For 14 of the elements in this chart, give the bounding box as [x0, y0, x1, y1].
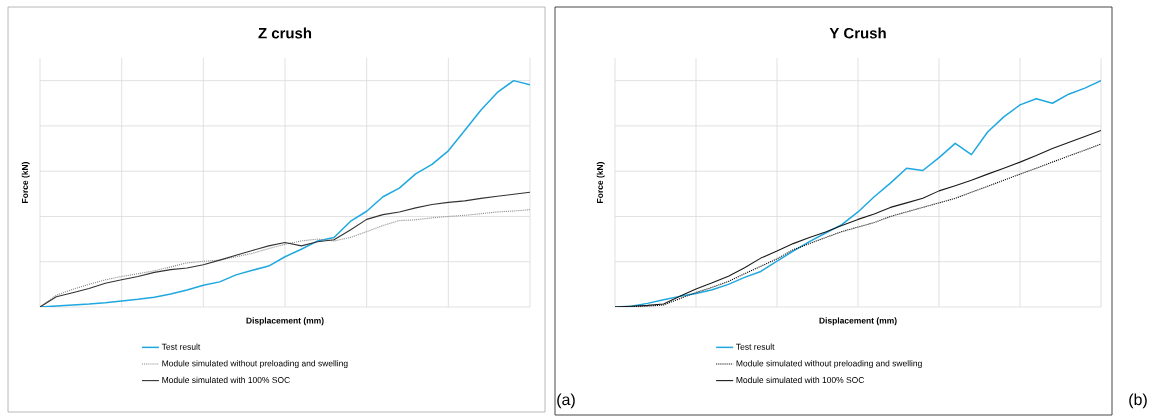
legend-label: Module simulated with 100% SOC — [736, 376, 865, 383]
y-axis-title: Force (kN) — [21, 162, 30, 203]
x-axis-title: Displacement (mm) — [246, 317, 324, 326]
text: (a) — [557, 393, 575, 409]
y-axis-title: Force (kN) — [596, 162, 605, 203]
legend-label: Module simulated without preloading and swelling — [162, 360, 348, 369]
chart-title: Z crush — [258, 27, 312, 39]
x-axis-title: Displacement (mm) — [819, 317, 897, 326]
legend-label: Module simulated without preloading and swelling — [736, 360, 922, 369]
legend-label: Test result — [161, 343, 201, 350]
chart-title: Y Crush — [829, 27, 886, 39]
legend-label: Module simulated with 100% SOC — [162, 376, 290, 383]
legend-label: Test result — [736, 343, 775, 350]
text: (b) — [1129, 393, 1147, 409]
